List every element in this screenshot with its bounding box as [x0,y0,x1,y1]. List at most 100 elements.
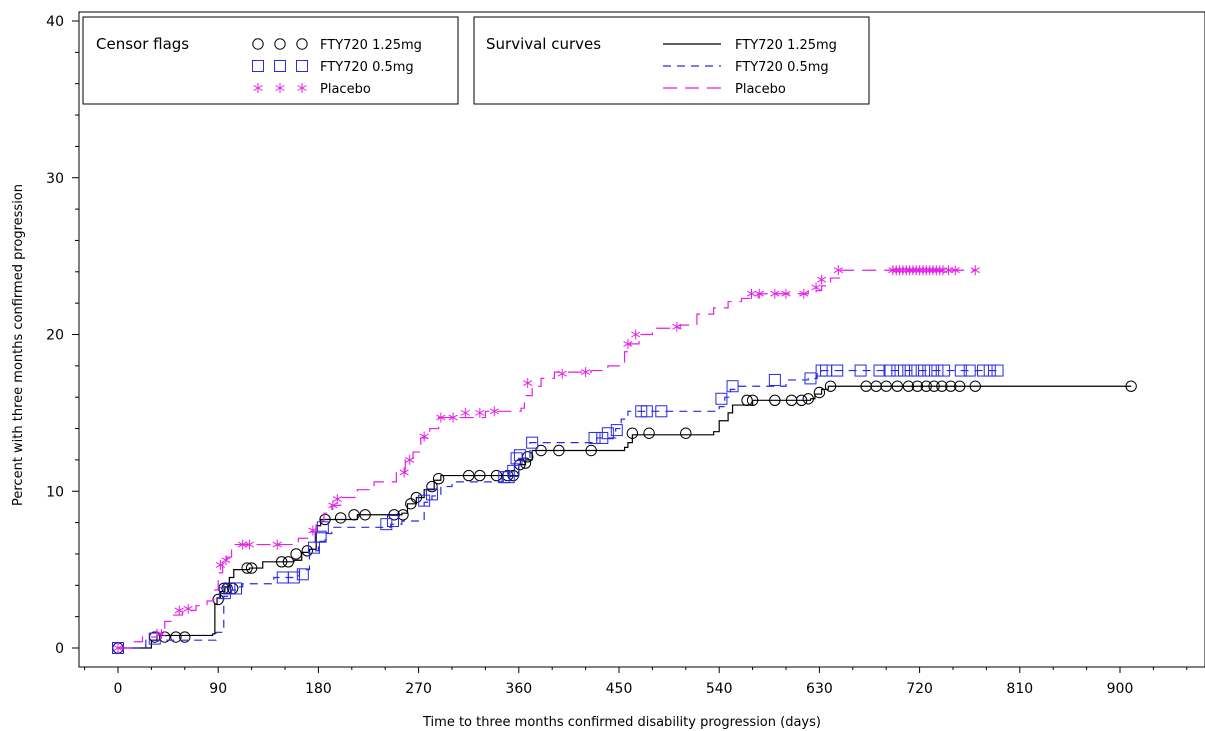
censor-marker-fty720-1-25mg [746,394,759,407]
censor-marker-fty720-0-5mg [726,380,739,393]
censor-marker-fty720-0-5mg [148,632,161,645]
censor-marker-fty720-0-5mg [938,364,951,377]
censor-marker-fty720-0-5mg [230,582,243,595]
censor-marker-fty720-1-25mg [388,509,400,521]
y-tick-label: 10 [46,484,64,500]
censor-marker-fty720-0-5mg [931,364,944,377]
x-tick-label: 540 [706,681,733,697]
censor-marker-fty720-0-5mg [307,541,320,554]
y-tick-label: 20 [46,328,64,344]
censor-marker-fty720-0-5mg [873,364,886,377]
censor-marker-placebo [221,555,231,566]
censor-marker-fty720-1-25mg [769,394,781,407]
x-tick-label: 360 [505,681,532,697]
legend-survival-label-fty720-1-25mg: FTY720 1.25mg [735,38,837,53]
series-placebo [113,265,980,653]
censor-marker-placebo [950,265,960,276]
censor-marker-fty720-1-25mg [945,380,957,392]
censor-marker-fty720-0-5mg [954,364,967,377]
legend-marker-fty720-0-5mg [296,60,308,72]
censor-marker-fty720-1-25mg [626,427,639,439]
censor-marker-fty720-1-25mg [1125,380,1137,392]
legend-censor-label-placebo: Placebo [320,82,371,97]
censor-marker-fty720-1-25mg [474,469,486,482]
censor-marker-placebo [460,407,470,418]
censor-marker-fty720-0-5mg [655,405,668,418]
censor-marker-fty720-0-5mg [526,436,539,449]
x-tick-label: 720 [906,681,933,697]
censor-marker-placebo [746,288,757,299]
censor-marker-fty720-0-5mg [601,427,614,440]
censor-marker-fty720-1-25mg [928,380,940,392]
censor-marker-placebo [419,431,429,442]
censor-marker-fty720-0-5mg [287,571,300,584]
legend-marker-placebo [275,83,285,93]
censor-marker-placebo [475,407,485,418]
censor-marker-placebo [448,412,458,423]
censor-marker-placebo [174,605,184,616]
censor-marker-fty720-1-25mg [553,444,565,457]
legend-marker-placebo [253,83,263,93]
y-axis: 0 10 20 30 40 [46,14,79,657]
censor-marker-placebo [272,539,282,550]
censor-marker-placebo [581,367,591,378]
legend-survival-label-fty720-0-5mg: FTY720 0.5mg [735,60,829,75]
legend-survival-label-placebo: Placebo [735,82,786,97]
x-axis-label: Time to three months confirmed disabilit… [422,715,821,730]
censor-marker-fty720-0-5mg [983,364,996,377]
censor-marker-placebo [328,500,338,511]
censor-marker-fty720-1-25mg [319,513,331,526]
legend-censor-label-fty720-0-5mg: FTY720 0.5mg [320,60,414,75]
censor-marker-fty720-1-25mg [463,469,475,482]
censor-marker-fty720-1-25mg [911,380,924,392]
censor-marker-fty720-1-25mg [741,394,753,407]
censor-marker-placebo [183,603,193,614]
censor-marker-placebo [970,265,980,276]
censor-marker-fty720-1-25mg [920,380,932,392]
censor-marker-fty720-0-5mg [640,405,653,418]
censor-marker-fty720-1-25mg [245,562,258,574]
censor-marker-placebo [631,329,641,340]
legend-marker-fty720-0-5mg [274,60,286,72]
censor-marker-fty720-1-25mg [902,380,915,392]
censor-marker-placebo [770,288,780,299]
series-layer [112,265,1137,654]
censor-marker-placebo [833,265,843,276]
censor-marker-fty720-1-25mg [936,380,948,392]
censor-marker-fty720-1-25mg [410,491,423,504]
censor-marker-fty720-0-5mg [380,518,393,531]
censor-marker-placebo [399,467,409,478]
censor-marker-placebo [489,406,499,417]
legend-marker-fty720-1-25mg [296,38,308,50]
censor-marker-placebo [811,282,821,293]
censor-marker-fty720-1-25mg [359,509,371,521]
censor-marker-fty720-1-25mg [432,473,445,485]
legend-marker-fty720-1-25mg [274,38,286,50]
censor-marker-fty720-0-5mg [223,582,236,595]
legend-survival-box [473,16,870,105]
censor-marker-fty720-1-25mg [426,480,438,493]
censor-marker-fty720-1-25mg [585,444,597,457]
censor-marker-placebo [308,525,318,536]
x-tick-label: 900 [1107,681,1134,697]
censor-marker-placebo [799,288,809,299]
y-tick-label: 40 [46,14,64,30]
y-axis-label: Percent with three months confirmed prog… [11,184,26,506]
censor-marker-placebo [156,628,167,639]
legend-marker-fty720-1-25mg [252,38,264,50]
censor-marker-fty720-1-25mg [891,380,904,392]
censor-marker-fty720-1-25mg [813,386,826,399]
legend-censor-label-fty720-1-25mg: FTY720 1.25mg [320,38,422,53]
censor-marker-fty720-0-5mg [831,364,844,377]
censor-marker-fty720-1-25mg [290,548,302,560]
censor-marker-fty720-1-25mg [282,556,295,568]
legend-survival-curves: Survival curves FTY720 1.25mg FTY720 0.5m… [473,16,870,105]
censor-marker-fty720-0-5mg [386,515,399,528]
censor-marker-fty720-1-25mg [802,393,814,405]
censor-marker-fty720-1-25mg [535,444,547,457]
censor-marker-fty720-0-5mg [898,364,911,377]
censor-marker-fty720-0-5mg [804,372,817,385]
x-tick-label: 0 [114,681,123,697]
